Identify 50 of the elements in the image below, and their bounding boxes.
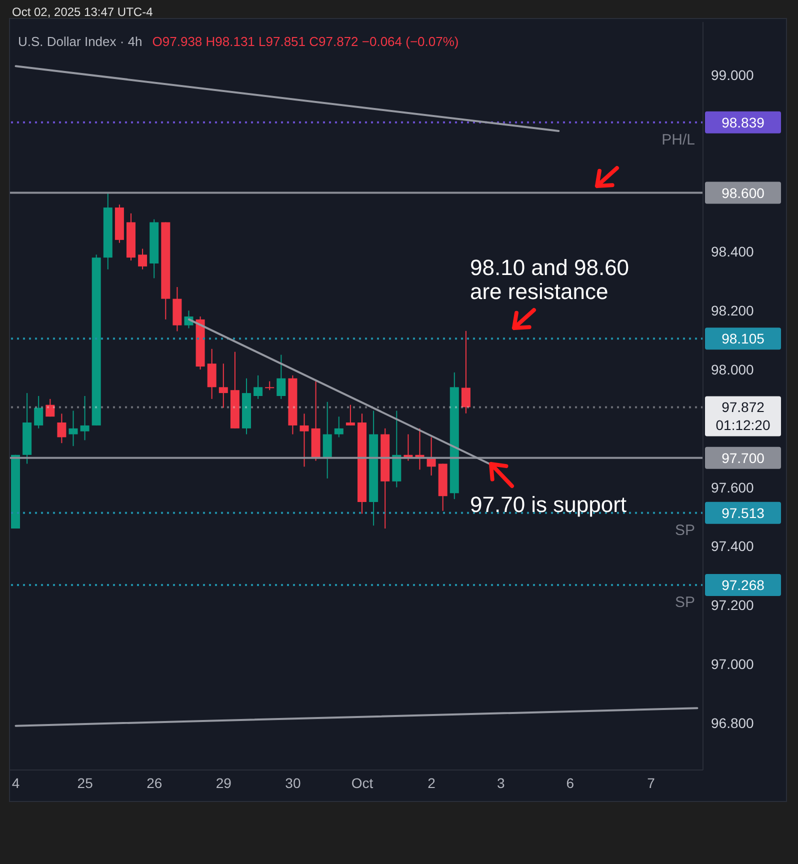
candlestick xyxy=(34,396,44,429)
x-tick-label: Oct xyxy=(351,774,374,791)
x-tick-label: 7 xyxy=(647,774,656,791)
ref-line-label: 98.105 xyxy=(722,330,765,347)
y-tick-label: 97.200 xyxy=(711,597,754,614)
x-tick-label: 26 xyxy=(146,774,162,791)
text: O97.938 H98.131 L97.851 C97.872 −0.064 (−0.07%) xyxy=(152,34,459,49)
x-tick-label: 30 xyxy=(285,774,301,791)
candlestick xyxy=(461,330,470,414)
x-tick-label: 4 xyxy=(12,774,20,791)
x-tick-label: 2 xyxy=(428,774,436,791)
candlestick xyxy=(46,398,55,418)
x-tick-label: 6 xyxy=(566,774,574,791)
annotation: PH/L xyxy=(662,131,695,148)
ref-line-label: 97.513 xyxy=(722,504,765,521)
y-tick-label: 99.000 xyxy=(711,66,754,83)
ref-line-label: 98.839 xyxy=(722,114,765,130)
candlestick xyxy=(254,374,263,400)
text: Oct 02, 2025 13:47 UTC-4 xyxy=(12,5,154,19)
ref-line-label: 98.600 xyxy=(722,184,765,201)
candlestick xyxy=(80,396,90,441)
y-tick-label: 97.000 xyxy=(711,656,754,672)
y-tick-label: 98.000 xyxy=(711,361,754,378)
candlestick xyxy=(138,248,148,270)
candlestick xyxy=(322,401,332,479)
y-tick-label: 97.600 xyxy=(711,479,754,496)
candlestick xyxy=(346,404,355,426)
y-tick-label: 96.800 xyxy=(711,714,754,731)
y-tick-label: 98.200 xyxy=(711,302,754,319)
x-tick-label: 3 xyxy=(496,774,505,791)
candlestick xyxy=(300,413,309,468)
ref-line-label: 97.700 xyxy=(722,450,765,466)
x-tick-label: 25 xyxy=(77,774,94,791)
text: 01:12:20 xyxy=(716,417,770,434)
candlestick xyxy=(218,363,228,408)
candlestick xyxy=(334,416,344,438)
candlestick xyxy=(276,354,286,400)
annotation: 98.10 and 98.60 are resistance xyxy=(470,255,630,304)
y-tick-label: 97.400 xyxy=(711,538,754,554)
ref-line-label: 97.872 xyxy=(722,399,765,416)
candlestick xyxy=(207,348,216,400)
y-tick-label: 98.400 xyxy=(711,244,754,260)
annotation: SP xyxy=(674,522,695,539)
ref-line-label: 97.268 xyxy=(722,577,765,594)
candlestick xyxy=(57,413,66,444)
text: U.S. Dollar Index · 4h xyxy=(18,34,142,49)
x-tick-label: 29 xyxy=(216,774,232,791)
candlestick xyxy=(68,410,78,447)
annotation: SP xyxy=(674,594,695,612)
annotation: 97.70 is support xyxy=(470,492,627,517)
